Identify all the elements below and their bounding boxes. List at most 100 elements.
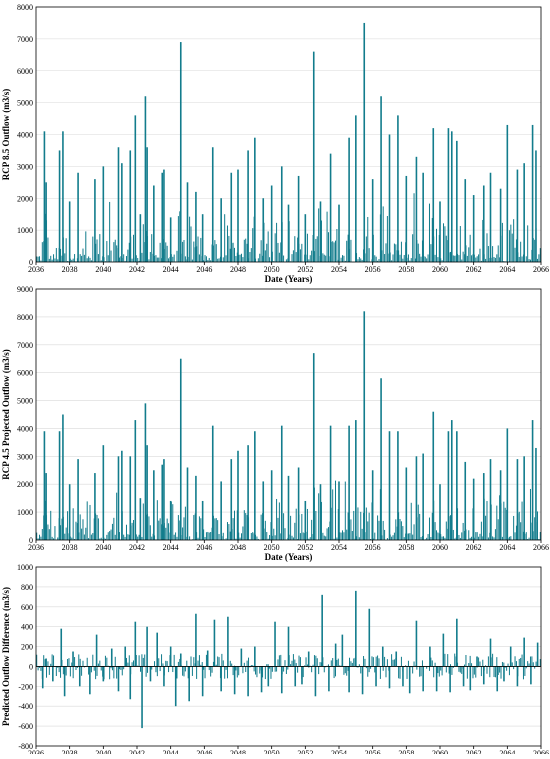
- data-bar: [220, 481, 222, 540]
- bar: [479, 249, 480, 262]
- data-bar: [180, 359, 182, 540]
- bar: [437, 257, 438, 262]
- bar: [478, 254, 479, 262]
- bar: [81, 256, 82, 262]
- data-bar: [187, 182, 189, 262]
- bar: [472, 666, 473, 678]
- bar: [331, 660, 332, 666]
- bar: [374, 533, 375, 540]
- bar: [66, 666, 67, 675]
- bar: [133, 660, 134, 666]
- bar: [412, 666, 413, 673]
- bar: [199, 254, 200, 262]
- bar: [343, 256, 344, 262]
- bar: [432, 660, 433, 666]
- bar: [414, 662, 415, 667]
- bar: [39, 535, 40, 540]
- bar: [205, 255, 206, 262]
- bar: [87, 258, 88, 262]
- bar: [411, 258, 412, 262]
- bar: [538, 254, 539, 262]
- bar: [523, 666, 524, 679]
- data-bar: [180, 42, 182, 262]
- data-bar: [315, 666, 317, 696]
- bar: [297, 666, 298, 672]
- data-bar: [146, 445, 148, 540]
- bar: [519, 659, 520, 667]
- bar: [394, 533, 395, 540]
- bar: [224, 214, 225, 262]
- bar: [360, 666, 361, 673]
- bar: [54, 258, 55, 262]
- data-bar: [141, 666, 143, 728]
- data-bar: [375, 666, 377, 686]
- data-bar: [135, 420, 137, 540]
- x-tick-label: 2046: [196, 749, 212, 754]
- bar: [280, 655, 281, 667]
- bar: [206, 655, 207, 667]
- bar: [534, 517, 535, 540]
- data-bar: [79, 666, 81, 686]
- bar: [411, 503, 412, 540]
- bar: [391, 537, 392, 540]
- bar: [78, 654, 79, 666]
- bar: [231, 664, 232, 667]
- bar: [73, 666, 74, 678]
- bar: [49, 666, 50, 674]
- bar: [244, 510, 245, 540]
- bar: [482, 660, 483, 667]
- bar: [75, 666, 76, 670]
- data-bar: [523, 456, 525, 540]
- bar: [310, 537, 311, 540]
- bar: [49, 259, 50, 262]
- bar: [499, 666, 500, 672]
- data-bar: [268, 666, 270, 686]
- bar: [290, 516, 291, 540]
- bar: [442, 666, 443, 675]
- bar: [39, 256, 40, 262]
- bar: [419, 514, 420, 540]
- bar: [67, 659, 68, 666]
- bar: [421, 537, 422, 540]
- bar: [273, 529, 274, 540]
- bar: [488, 656, 489, 666]
- bar: [320, 662, 321, 666]
- data-bar: [432, 128, 434, 262]
- bar: [189, 217, 190, 262]
- bar: [150, 525, 151, 540]
- bar: [384, 530, 385, 540]
- x-tick-label: 2048: [230, 543, 246, 552]
- bar: [377, 515, 378, 540]
- data-bar: [247, 150, 249, 262]
- bar: [461, 666, 462, 673]
- bar: [157, 666, 158, 676]
- bar: [437, 666, 438, 673]
- data-bar: [170, 217, 172, 262]
- bar: [235, 256, 236, 262]
- y-tick-label: 7000: [17, 341, 33, 350]
- bar: [172, 257, 173, 262]
- bar: [513, 219, 514, 262]
- bar: [429, 204, 430, 262]
- data-bar: [202, 214, 204, 262]
- bar: [199, 516, 200, 540]
- data-bar: [313, 353, 315, 540]
- data-bar: [121, 451, 123, 540]
- bar: [279, 655, 280, 666]
- y-tick-label: 6000: [17, 67, 33, 76]
- x-tick-label: 2058: [398, 749, 414, 754]
- bar: [460, 226, 461, 262]
- bar: [383, 666, 384, 670]
- bar: [367, 666, 368, 676]
- bar: [436, 530, 437, 540]
- bar: [453, 255, 454, 262]
- bar: [237, 666, 238, 677]
- data-bar: [500, 470, 502, 540]
- data-bar: [161, 173, 163, 262]
- bar: [158, 258, 159, 262]
- bar: [247, 661, 248, 667]
- data-bar: [146, 627, 148, 667]
- data-bar: [212, 426, 214, 540]
